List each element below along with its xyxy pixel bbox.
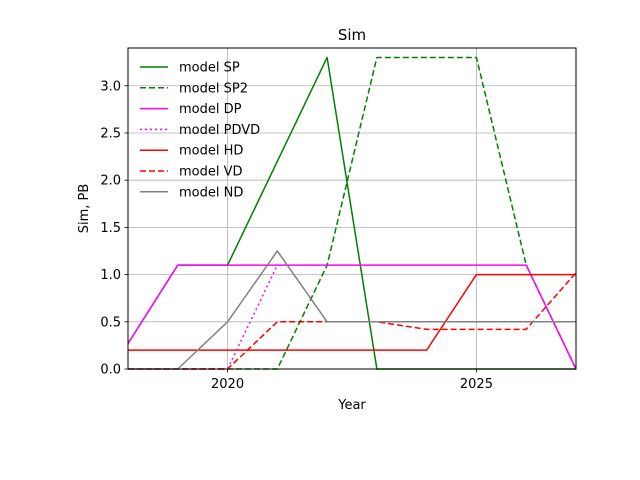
y-tick-label: 1.5	[100, 221, 121, 236]
series-line-model-hd	[128, 273, 576, 351]
legend: model SP model SP2 model DP model PDVD model…	[140, 61, 260, 200]
ticks: 0.0 0.5 1.0 1.5 2.0 2.5 3.0 2020 2025	[100, 79, 493, 392]
x-tick-label: 2025	[460, 377, 493, 392]
series-line-model-nd	[128, 250, 576, 370]
legend-label: model PDVD	[179, 123, 260, 138]
legend-label: model SP2	[179, 81, 248, 96]
chart-title: Sim	[338, 26, 366, 44]
y-tick-label: 0.5	[100, 315, 121, 330]
legend-label: model ND	[179, 185, 243, 200]
legend-label: model DP	[179, 102, 242, 117]
y-tick-label: 2.5	[100, 126, 121, 141]
x-axis-label: Year	[337, 398, 366, 413]
series-line-model-dp	[128, 264, 576, 370]
y-tick-label: 3.0	[100, 79, 121, 94]
legend-label: model SP	[179, 61, 240, 76]
legend-label: model VD	[179, 165, 243, 180]
legend-label: model HD	[179, 144, 243, 159]
x-tick-label: 2020	[211, 377, 244, 392]
axes-frame	[127, 47, 577, 370]
y-axis-label: Sim, PB	[77, 184, 92, 234]
y-tick-label: 1.0	[100, 268, 121, 283]
y-tick-label: 0.0	[100, 363, 121, 378]
y-tick-label: 2.0	[100, 174, 121, 189]
